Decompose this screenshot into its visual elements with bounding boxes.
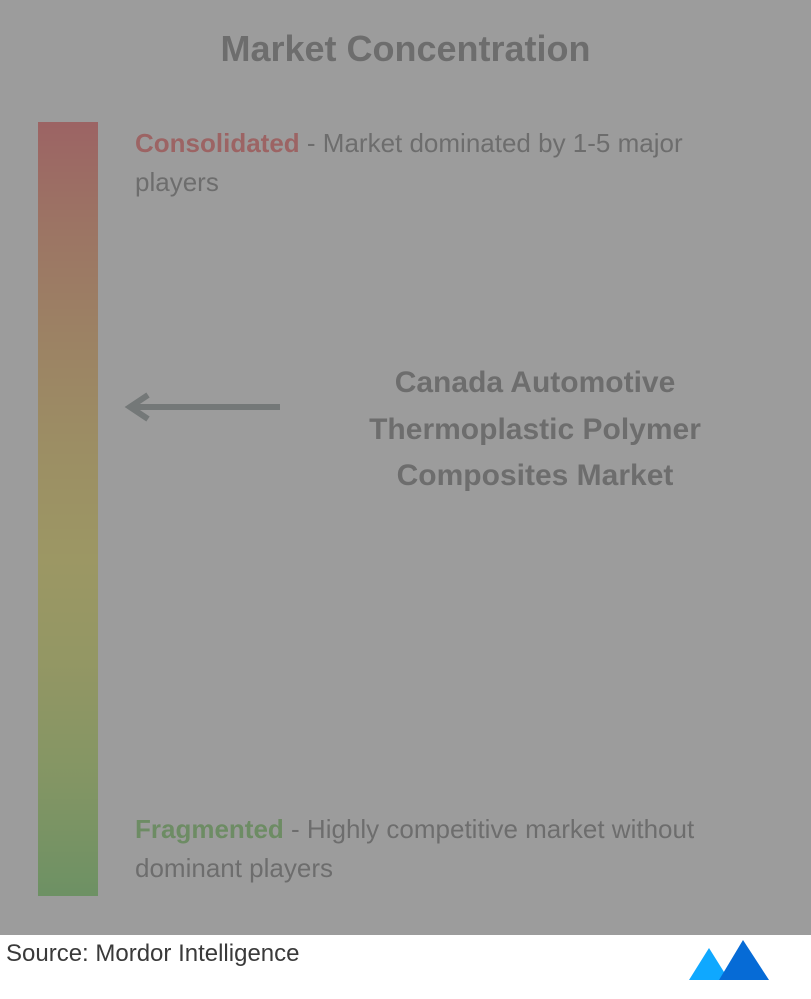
fragmented-row: Fragmented - Highly competitive market w… [135,810,775,888]
concentration-scale [38,122,98,896]
market-name: Canada Automotive Thermoplastic Polymer … [305,360,765,500]
infographic-canvas: Market Concentration Consolidated - Mark… [0,0,811,935]
logo-icon [681,930,781,990]
brand-logo [681,930,781,990]
consolidated-row: Consolidated - Market dominated by 1-5 m… [135,124,765,202]
gradient-bar [38,122,98,896]
source-citation: Source: Mordor Intelligence [6,940,299,968]
arrow-icon [112,392,282,422]
page-title: Market Concentration [0,0,811,70]
fragmented-label: Fragmented [135,814,284,844]
indicator-arrow [112,392,282,422]
consolidated-label: Consolidated [135,128,300,158]
